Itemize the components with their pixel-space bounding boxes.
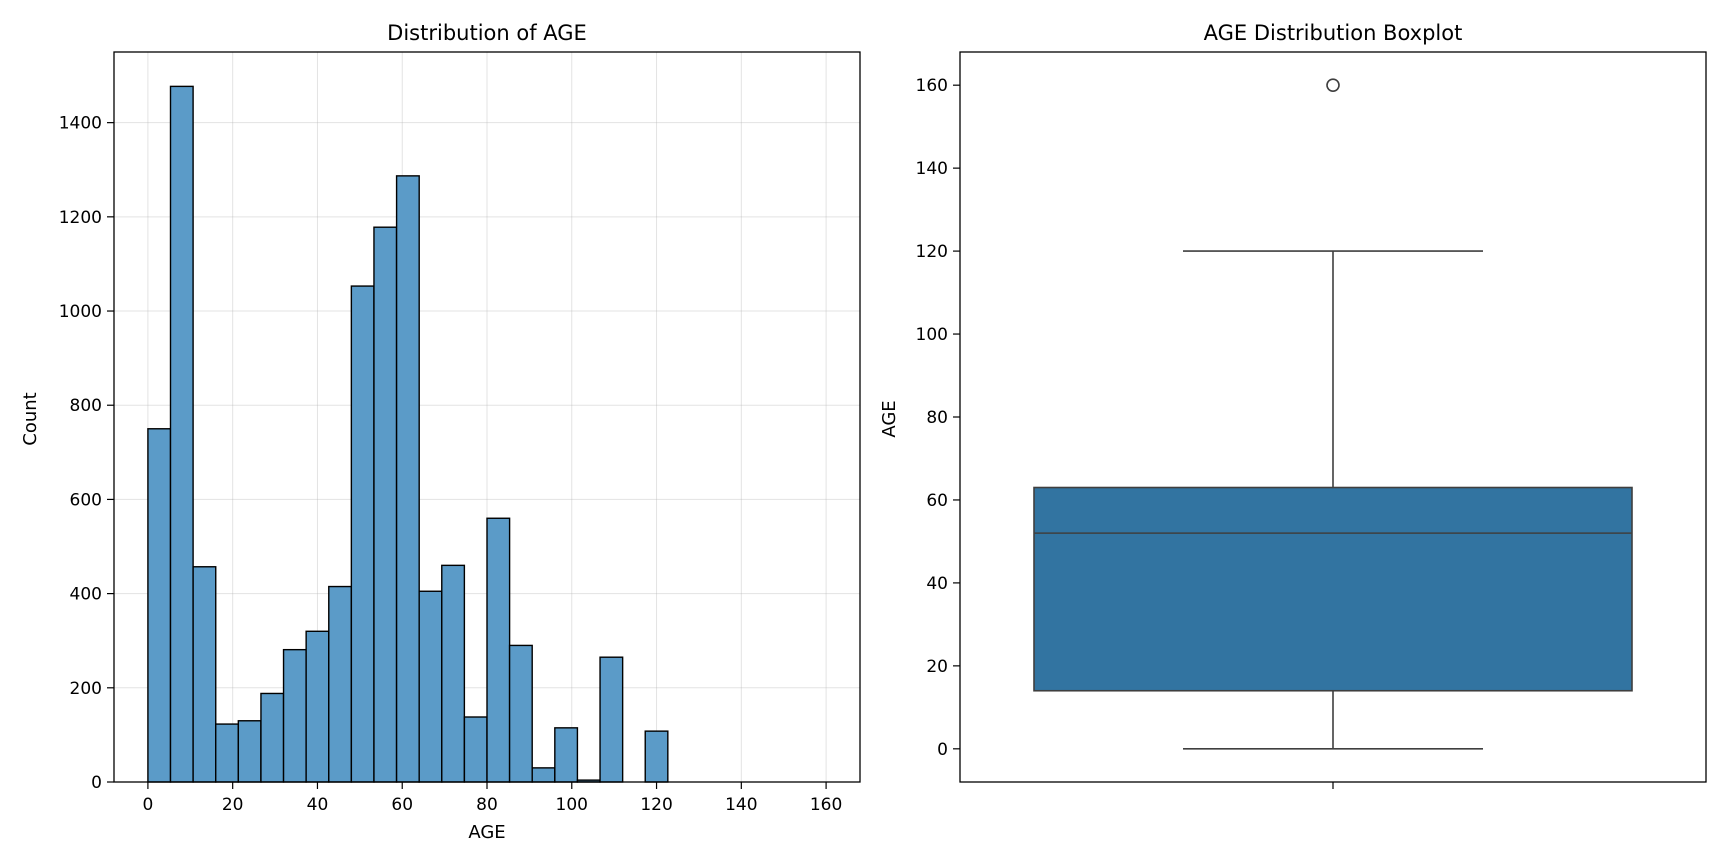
histogram-bar xyxy=(644,730,669,783)
histogram-bar xyxy=(169,85,194,783)
histogram-bar xyxy=(282,648,307,783)
boxplot-box xyxy=(1033,486,1633,692)
histogram-y-tick-label: 600 xyxy=(70,490,102,510)
histogram-panel: Distribution of AGE 0 20 40 60 80 100 120 140 16… xyxy=(20,21,861,843)
boxplot-y-tick-label: 100 xyxy=(916,325,948,345)
histogram-y-tick-label: 1400 xyxy=(59,114,102,134)
histogram-bar xyxy=(350,285,375,783)
boxplot-y-tick-label: 80 xyxy=(926,408,948,428)
histogram-bar xyxy=(418,590,443,783)
histogram-y-tick-label: 0 xyxy=(91,773,102,793)
histogram-y-tick-label: 400 xyxy=(70,585,102,605)
histogram-y-tick-label: 1000 xyxy=(59,302,102,322)
boxplot-panel: AGE Distribution Boxplot 0 20 40 60 80 100 120… xyxy=(879,21,1707,789)
histogram-x-ticks: 0 20 40 60 80 100 120 140 160 xyxy=(142,782,842,815)
histogram-x-tick-label: 100 xyxy=(556,795,588,815)
histogram-bar xyxy=(237,720,262,783)
histogram-bar xyxy=(373,226,398,783)
histogram-bar xyxy=(260,692,285,783)
histogram-y-axis-label: Count xyxy=(20,392,41,445)
histogram-bar xyxy=(554,727,579,783)
histogram-x-axis-label: AGE xyxy=(468,822,505,843)
histogram-x-tick-label: 140 xyxy=(725,795,757,815)
histogram-x-tick-label: 160 xyxy=(810,795,842,815)
histogram-x-tick-label: 20 xyxy=(222,795,244,815)
histogram-bar xyxy=(215,723,240,783)
histogram-bar xyxy=(192,566,217,783)
histogram-bar xyxy=(599,656,624,783)
histogram-y-tick-label: 200 xyxy=(70,679,102,699)
histogram-bar xyxy=(395,175,420,783)
histogram-x-tick-label: 60 xyxy=(391,795,413,815)
histogram-bar xyxy=(508,644,533,783)
histogram-bars xyxy=(147,85,669,783)
histogram-bar xyxy=(328,585,353,783)
histogram-bar xyxy=(305,630,330,783)
histogram-x-tick-label: 80 xyxy=(476,795,498,815)
boxplot-y-tick-label: 20 xyxy=(926,657,948,677)
boxplot-y-tick-label: 40 xyxy=(926,574,948,594)
histogram-grid xyxy=(114,52,860,783)
histogram-bar xyxy=(486,517,511,783)
histogram-x-tick-label: 0 xyxy=(142,795,153,815)
histogram-y-tick-label: 1200 xyxy=(59,208,102,228)
histogram-x-tick-label: 120 xyxy=(640,795,672,815)
boxplot-y-tick-label: 120 xyxy=(916,242,948,262)
boxplot-outlier-point xyxy=(1326,78,1340,92)
boxplot-title: AGE Distribution Boxplot xyxy=(1204,21,1463,45)
boxplot-y-tick-label: 160 xyxy=(916,76,948,96)
histogram-bar xyxy=(463,716,488,783)
histogram-bar xyxy=(147,428,172,783)
boxplot-y-tick-label: 0 xyxy=(937,740,948,760)
boxplot-y-tick-label: 140 xyxy=(916,159,948,179)
histogram-bar xyxy=(531,767,556,783)
boxplot-y-tick-label: 60 xyxy=(926,491,948,511)
histogram-x-tick-label: 40 xyxy=(307,795,329,815)
histogram-title: Distribution of AGE xyxy=(387,21,587,45)
boxplot-y-ticks: 0 20 40 60 80 100 120 140 160 xyxy=(916,76,960,760)
histogram-y-tick-label: 800 xyxy=(70,396,102,416)
histogram-y-ticks: 0 200 400 600 800 1000 1200 1400 xyxy=(59,114,114,793)
histogram-bar xyxy=(441,564,466,783)
boxplot-elements xyxy=(1033,78,1633,750)
boxplot-y-axis-label: AGE xyxy=(879,400,900,437)
